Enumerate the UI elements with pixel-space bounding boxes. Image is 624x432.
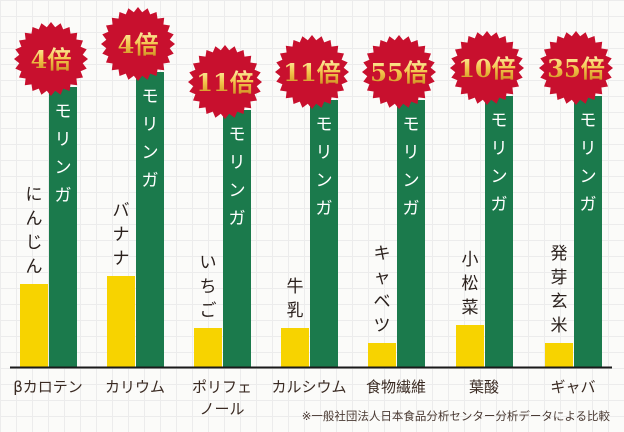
moringa-label: リ [142,115,159,135]
food-label: 小 [462,250,479,270]
multiplier-badge [188,45,262,119]
food-label: ち [200,277,217,297]
multiplier-label: 4倍 [31,45,72,74]
moringa-label: ガ [316,199,333,219]
food-label: ん [26,257,43,277]
moringa-bar [49,87,77,367]
moringa-label: ガ [229,209,246,229]
moringa-label: モ [316,115,333,135]
multiplier-label: 35倍 [547,54,604,83]
moringa-label: リ [229,153,246,173]
moringa-label: モ [142,87,159,107]
moringa-bar [310,100,338,367]
food-label: い [200,253,217,273]
category-label: ギャバ [550,378,595,396]
food-bar [545,343,573,367]
food-label: 松 [462,274,479,294]
moringa-label: ン [55,158,72,178]
category-label: 葉酸 [469,378,499,396]
food-bar [281,328,309,367]
moringa-bar [397,100,425,367]
multiplier-label: 11倍 [283,58,340,87]
category-label: βカロテン [13,378,83,396]
food-bar [368,343,396,367]
moringa-label: リ [491,139,508,159]
moringa-label: リ [316,143,333,163]
food-label: ベ [374,292,391,312]
food-label: バ [113,201,130,221]
moringa-label: ン [316,171,333,191]
food-label: じ [26,233,43,253]
moringa-bar [136,72,164,367]
moringa-label: リ [403,143,420,163]
food-label: ツ [374,316,391,336]
food-label: 牛 [287,277,304,297]
food-label: 菜 [462,298,479,318]
food-label: に [26,185,43,205]
moringa-label: リ [580,139,597,159]
category-label: カルシウム [271,378,346,396]
moringa-label: モ [403,115,420,135]
food-label: 乳 [287,301,304,321]
food-label: 米 [551,316,568,336]
food-label: ん [26,209,43,229]
moringa-label: ン [142,143,159,163]
multiplier-badge [450,31,524,105]
multiplier-badge [362,35,436,109]
moringa-label: モ [491,111,508,131]
moringa-bar [574,96,602,367]
food-label: ナ [113,225,130,245]
category-label: カリウム [105,378,165,396]
multiplier-label: 55倍 [370,58,427,87]
food-bar [456,325,484,367]
moringa-bar [223,110,251,367]
food-bar [194,328,222,367]
multiplier-badge [14,22,88,96]
food-label: 玄 [551,292,568,312]
multiplier-badge [539,31,613,105]
moringa-bar [485,96,513,367]
food-bar [20,284,48,367]
moringa-label: ガ [491,195,508,215]
food-label: ご [200,301,217,321]
multiplier-label: 10倍 [458,54,515,83]
moringa-label: モ [55,102,72,122]
moringa-label: ガ [403,199,420,219]
food-label: ャ [374,268,391,288]
multiplier-label: 11倍 [196,68,253,97]
food-label: ナ [113,249,130,269]
moringa-label: ン [580,167,597,187]
multiplier-badge [275,35,349,109]
moringa-label: ン [491,167,508,187]
footnote: ※一般社団法人日本食品分析センター分析データによる比較 [301,409,610,423]
moringa-label: ガ [580,195,597,215]
multiplier-badge [101,7,175,81]
moringa-label: ン [229,181,246,201]
food-bar [107,276,135,367]
category-label: 食物繊維 [366,378,426,396]
category-label: ポリフェ [192,378,252,396]
moringa-label: モ [580,111,597,131]
food-label: 発 [551,244,568,264]
moringa-label: リ [55,130,72,150]
category-label: ノール [199,400,244,418]
moringa-label: ン [403,171,420,191]
moringa-label: モ [229,125,246,145]
moringa-label: ガ [55,186,72,206]
food-label: キ [374,244,391,264]
moringa-label: ガ [142,171,159,191]
food-label: 芽 [551,268,568,288]
multiplier-label: 4倍 [118,30,159,59]
